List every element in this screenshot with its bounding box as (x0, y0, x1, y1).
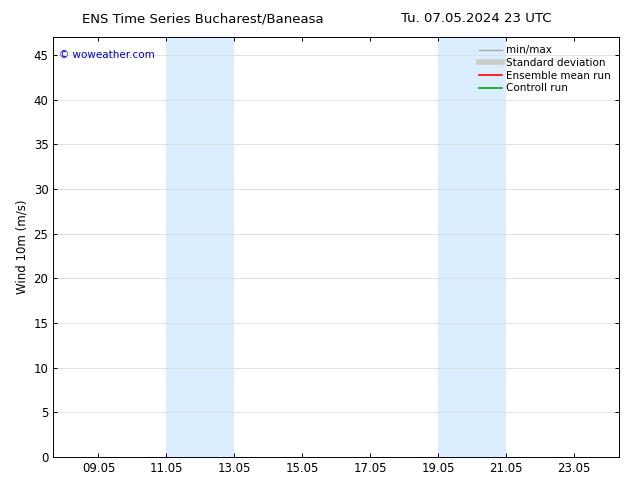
Bar (166, 37, 235, 457)
Y-axis label: Wind 10m (m/s): Wind 10m (m/s) (15, 200, 28, 294)
Text: ENS Time Series Bucharest/Baneasa: ENS Time Series Bucharest/Baneasa (82, 12, 324, 25)
Legend: min/max, Standard deviation, Ensemble mean run, Controll run: min/max, Standard deviation, Ensemble me… (476, 42, 614, 97)
Bar (438, 37, 506, 457)
Text: Tu. 07.05.2024 23 UTC: Tu. 07.05.2024 23 UTC (401, 12, 552, 25)
Text: © woweather.com: © woweather.com (59, 49, 155, 60)
